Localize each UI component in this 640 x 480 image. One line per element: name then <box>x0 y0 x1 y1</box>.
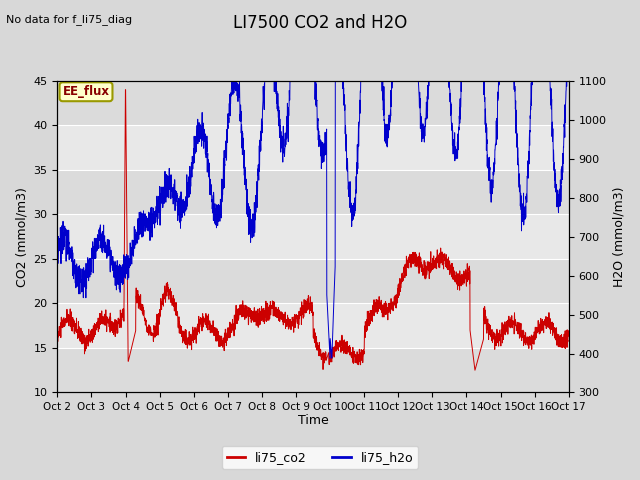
Text: No data for f_li75_diag: No data for f_li75_diag <box>6 14 132 25</box>
Bar <box>58 348 569 393</box>
Y-axis label: CO2 (mmol/m3): CO2 (mmol/m3) <box>15 187 28 287</box>
X-axis label: Time: Time <box>298 414 328 427</box>
Bar <box>58 81 569 125</box>
Bar <box>58 170 569 215</box>
Legend: li75_co2, li75_h2o: li75_co2, li75_h2o <box>221 446 419 469</box>
Bar <box>58 259 569 303</box>
Y-axis label: H2O (mmol/m3): H2O (mmol/m3) <box>612 186 625 287</box>
Text: EE_flux: EE_flux <box>63 85 109 98</box>
Text: LI7500 CO2 and H2O: LI7500 CO2 and H2O <box>233 14 407 33</box>
